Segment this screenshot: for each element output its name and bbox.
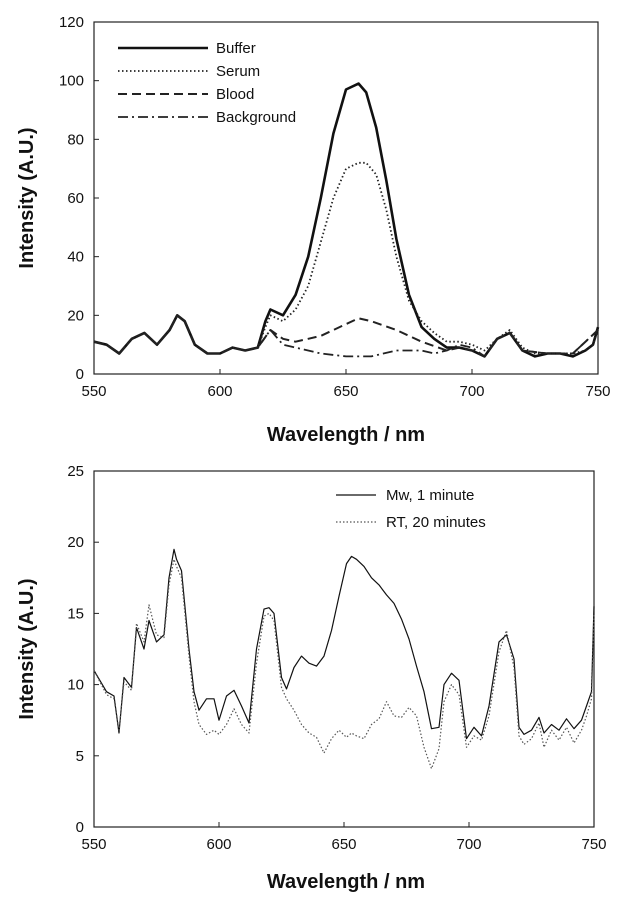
top-x-axis-title: Wavelength / nm — [267, 424, 425, 446]
legend-label: RT, 20 minutes — [386, 514, 486, 531]
y-tick-label: 0 — [76, 819, 84, 836]
bottom-plot-frame — [93, 470, 595, 828]
x-tick-label: 750 — [581, 836, 606, 853]
x-tick: 750 — [581, 822, 607, 853]
legend-item: RT, 20 minutes — [336, 514, 486, 531]
top-series-lines — [93, 82, 600, 358]
x-tick: 650 — [331, 822, 357, 853]
y-tick: 80 — [67, 131, 99, 148]
top-y-ticks: 0 20 40 60 80 100 120 — [59, 14, 99, 383]
y-tick-label: 40 — [67, 249, 84, 266]
x-tick-label: 700 — [459, 383, 484, 400]
y-tick-label: 5 — [76, 748, 84, 765]
series-line-0 — [93, 548, 595, 740]
legend-label: Background — [216, 109, 296, 126]
legend-item: Background — [118, 109, 296, 126]
x-tick-label: 650 — [333, 383, 358, 400]
y-tick: 0 — [76, 366, 99, 383]
bottom-legend: Mw, 1 minute RT, 20 minutes — [336, 487, 486, 531]
y-tick-label: 80 — [67, 131, 84, 148]
x-tick: 700 — [456, 822, 482, 853]
x-tick: 700 — [459, 369, 485, 400]
series-line-1 — [93, 558, 595, 770]
y-tick: 20 — [67, 534, 99, 551]
x-tick-label: 750 — [585, 383, 610, 400]
x-tick: 600 — [207, 369, 233, 400]
top-legend: Buffer Serum Blood Background — [118, 40, 296, 126]
y-tick-label: 20 — [67, 307, 84, 324]
bottom-y-axis-title: Intensity (A.U.) — [16, 578, 38, 719]
y-tick-label: 25 — [67, 463, 84, 480]
y-tick-label: 100 — [59, 73, 84, 90]
y-tick: 100 — [59, 73, 99, 90]
y-tick: 10 — [67, 677, 99, 694]
top-chart: 550 600 650 700 750 0 20 40 60 80 100 120 Buffer Se… — [16, 14, 611, 446]
y-tick-label: 20 — [67, 534, 84, 551]
y-tick-label: 60 — [67, 190, 84, 207]
y-tick: 0 — [76, 819, 99, 836]
legend-label: Blood — [216, 86, 254, 103]
y-tick: 25 — [67, 463, 99, 480]
y-tick-label: 120 — [59, 14, 84, 31]
bottom-x-axis-title: Wavelength / nm — [267, 871, 425, 893]
x-tick-label: 550 — [81, 383, 106, 400]
x-tick: 550 — [81, 369, 107, 400]
series-line-3 — [93, 314, 599, 358]
legend-item: Blood — [118, 86, 254, 103]
x-tick-label: 650 — [331, 836, 356, 853]
bottom-series-lines — [93, 548, 595, 770]
x-tick: 750 — [585, 369, 611, 400]
bottom-y-ticks: 0 5 10 15 20 25 — [67, 463, 99, 836]
y-tick: 15 — [67, 605, 99, 622]
bottom-x-ticks: 550 600 650 700 750 — [81, 822, 607, 853]
y-tick-label: 15 — [67, 605, 84, 622]
top-plot-frame — [93, 21, 599, 375]
legend-item: Buffer — [118, 40, 256, 57]
y-tick: 20 — [67, 307, 99, 324]
x-tick: 650 — [333, 369, 359, 400]
x-tick: 600 — [206, 822, 232, 853]
y-tick: 40 — [67, 249, 99, 266]
y-tick: 120 — [59, 14, 99, 31]
y-tick: 60 — [67, 190, 99, 207]
legend-label: Buffer — [216, 40, 256, 57]
y-tick: 5 — [76, 748, 99, 765]
x-tick: 550 — [81, 822, 107, 853]
y-tick-label: 0 — [76, 366, 84, 383]
top-y-axis-title: Intensity (A.U.) — [16, 127, 38, 268]
bottom-chart: 550 600 650 700 750 0 5 10 15 20 25 Mw, 1 minute R… — [16, 463, 607, 893]
series-line-0 — [93, 82, 600, 358]
y-tick-label: 10 — [67, 677, 84, 694]
legend-label: Serum — [216, 63, 260, 80]
x-tick-label: 550 — [81, 836, 106, 853]
legend-item: Mw, 1 minute — [336, 487, 474, 504]
top-x-ticks: 550 600 650 700 750 — [81, 369, 611, 400]
x-tick-label: 700 — [456, 836, 481, 853]
series-line-1 — [93, 161, 599, 355]
legend-item: Serum — [118, 63, 260, 80]
legend-label: Mw, 1 minute — [386, 487, 474, 504]
x-tick-label: 600 — [207, 383, 232, 400]
x-tick-label: 600 — [206, 836, 231, 853]
